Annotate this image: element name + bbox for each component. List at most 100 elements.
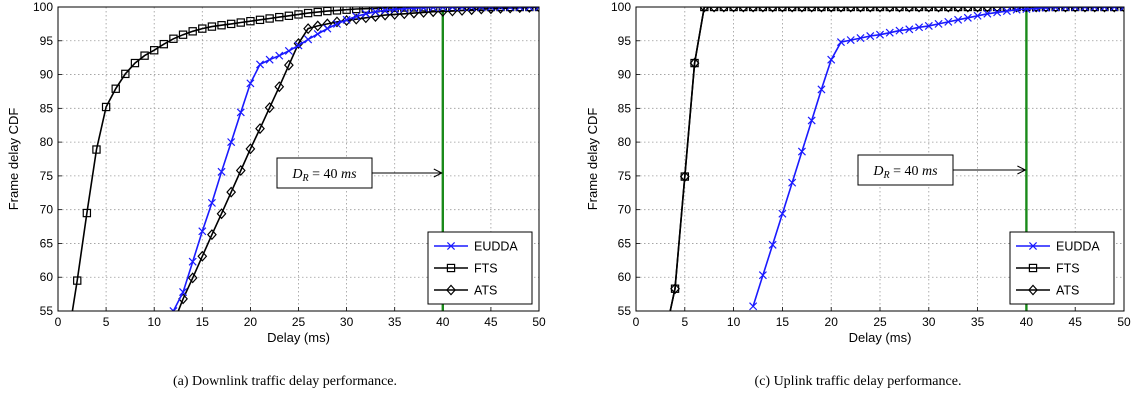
- x-tick-label: 5: [103, 315, 110, 329]
- data-point-marker: [933, 7, 944, 13]
- data-point-marker: [217, 21, 226, 30]
- data-point-marker: [207, 22, 217, 31]
- data-point-marker: [265, 55, 274, 64]
- data-point-marker: [121, 69, 130, 79]
- data-point-marker: [515, 7, 524, 12]
- data-point-marker: [1071, 7, 1080, 12]
- x-tick-label: 45: [1069, 315, 1083, 329]
- data-point-marker: [284, 46, 293, 55]
- data-point-marker: [778, 209, 787, 218]
- data-point-marker: [767, 7, 778, 13]
- annotation-text-rest: = 40: [309, 167, 341, 182]
- data-point-marker: [198, 227, 207, 236]
- y-axis-label: Frame delay CDF: [585, 108, 600, 211]
- data-point-marker: [246, 79, 255, 88]
- data-point-marker: [1061, 7, 1070, 12]
- data-point-marker: [992, 7, 1002, 12]
- y-tick-label: 85: [40, 101, 54, 115]
- data-point-marker: [866, 32, 875, 41]
- data-point-marker: [1080, 7, 1089, 12]
- data-point-marker: [817, 7, 826, 12]
- data-point-marker: [749, 302, 758, 311]
- data-point-marker: [778, 7, 787, 12]
- data-point-marker: [294, 10, 303, 19]
- data-point-marker: [1109, 7, 1120, 13]
- data-point-marker: [1070, 7, 1081, 13]
- data-point-marker: [797, 7, 807, 13]
- legend-label-fts: FTS: [474, 262, 498, 276]
- data-point-marker: [856, 34, 865, 43]
- data-point-marker: [332, 7, 342, 15]
- data-point-marker: [111, 84, 120, 93]
- data-point-marker: [1022, 7, 1031, 12]
- data-point-marker: [797, 147, 806, 156]
- data-point-marker: [505, 7, 516, 14]
- data-point-marker: [739, 7, 748, 12]
- legend-label-eudda: EUDDA: [474, 240, 518, 254]
- data-point-marker: [1041, 7, 1051, 13]
- annotation-arrow-head: [433, 168, 443, 178]
- annotation-box: [857, 154, 954, 186]
- data-point-marker: [235, 164, 246, 176]
- legend-label-ats: ATS: [1056, 284, 1079, 298]
- data-point-marker: [1012, 7, 1021, 12]
- data-point-marker: [923, 7, 934, 13]
- y-tick-label: 90: [618, 68, 632, 82]
- legend: EUDDA FTS ATS: [1009, 231, 1115, 305]
- data-point-marker: [1041, 7, 1051, 12]
- legend-label-ats: ATS: [474, 284, 497, 298]
- data-point-marker: [953, 7, 963, 13]
- data-point-marker: [390, 7, 399, 12]
- data-point-marker: [758, 271, 767, 280]
- x-tick-label: 50: [532, 315, 546, 329]
- annotation-text-unit: ms: [341, 167, 357, 182]
- data-point-marker: [787, 7, 798, 13]
- data-point-marker: [82, 208, 92, 218]
- data-point-marker: [130, 58, 140, 68]
- y-tick-label: 95: [618, 34, 632, 48]
- data-point-marker: [381, 7, 390, 15]
- data-point-marker: [188, 27, 197, 36]
- data-point-marker: [1110, 7, 1119, 12]
- data-point-marker: [371, 7, 380, 16]
- data-point-marker: [777, 7, 788, 13]
- y-tick-label: 60: [618, 270, 632, 284]
- data-point-marker: [934, 7, 943, 12]
- data-point-marker: [1051, 7, 1060, 12]
- annotation: DR = 40 ms: [857, 154, 1027, 186]
- data-point-marker: [313, 7, 322, 17]
- data-point-marker: [226, 186, 237, 198]
- data-point-marker: [1110, 7, 1119, 12]
- x-axis-label: Delay (ms): [267, 330, 330, 345]
- data-point-marker: [846, 36, 855, 45]
- axes-frame: [57, 6, 540, 312]
- x-axis-label: Delay (ms): [849, 330, 912, 345]
- data-point-marker: [836, 7, 846, 13]
- data-point-marker: [390, 7, 399, 14]
- series-ats: [669, 7, 1124, 311]
- data-point-marker: [352, 7, 361, 14]
- data-point-marker: [216, 208, 227, 220]
- data-point-marker: [807, 7, 816, 12]
- data-point-marker: [943, 7, 954, 13]
- data-point-marker: [332, 19, 342, 28]
- data-point-marker: [894, 7, 905, 13]
- data-point-marker: [303, 23, 314, 35]
- data-point-marker: [904, 7, 915, 13]
- data-point-marker: [1022, 7, 1031, 14]
- data-point-marker: [400, 7, 409, 13]
- data-point-marker: [264, 102, 275, 114]
- y-tick-label: 100: [611, 0, 631, 14]
- data-point-marker: [836, 38, 845, 47]
- data-point-marker: [255, 123, 265, 135]
- data-point-marker: [915, 23, 924, 32]
- data-point-marker: [304, 35, 313, 44]
- data-point-marker: [227, 138, 236, 147]
- data-point-marker: [817, 85, 826, 94]
- y-tick-label: 65: [40, 236, 54, 250]
- data-point-marker: [312, 20, 323, 32]
- data-point-marker: [1080, 7, 1090, 12]
- data-point-marker: [1070, 7, 1080, 12]
- data-point-marker: [409, 7, 418, 13]
